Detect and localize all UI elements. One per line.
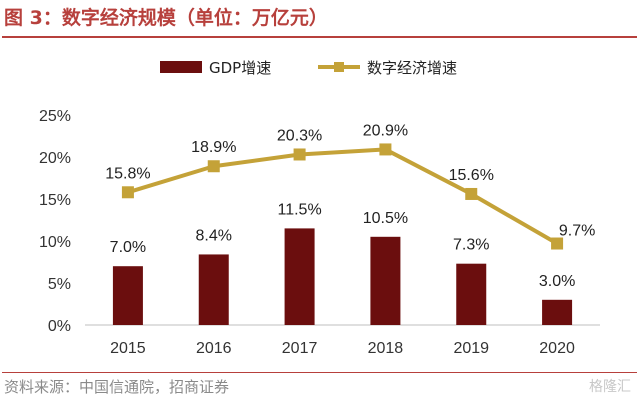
- bar: [370, 236, 401, 325]
- bar-value-label: 7.3%: [453, 237, 489, 254]
- legend: GDP增速 数字经济增速: [160, 59, 457, 77]
- line-series: [127, 147, 559, 246]
- bar-data-labels: 7.0% 8.4% 11.5% 10.5% 7.3% 3.0%: [110, 201, 576, 289]
- y-tick-label: 10%: [39, 234, 71, 251]
- bar-series: [112, 228, 573, 325]
- bar-value-label: 7.0%: [110, 239, 146, 256]
- bar-value-label: 10.5%: [363, 210, 408, 227]
- line-marker: [465, 187, 478, 200]
- line-marker: [551, 237, 564, 250]
- line-marker: [121, 186, 134, 199]
- x-tick-label: 2017: [282, 340, 318, 357]
- line-value-label: 20.9%: [363, 122, 408, 139]
- line-value-label: 9.7%: [559, 223, 595, 240]
- y-tick-label: 5%: [48, 276, 71, 293]
- line-marker: [293, 148, 306, 161]
- legend-line-label: 数字经济增速: [367, 59, 457, 77]
- line-data-labels: 15.8% 18.9% 20.3% 20.9% 15.6% 9.7%: [105, 122, 595, 239]
- line-value-label: 15.6%: [449, 167, 494, 184]
- x-tick-label: 2020: [539, 340, 575, 357]
- bar: [284, 228, 315, 325]
- watermark: 格隆汇: [589, 379, 631, 395]
- x-tick-label: 2019: [453, 340, 489, 357]
- legend-bar-label: GDP增速: [209, 59, 271, 77]
- line-value-label: 18.9%: [191, 139, 236, 156]
- figure-title: 图 3：数字经济规模（单位：万亿元）: [4, 7, 328, 29]
- line-markers: [121, 143, 564, 250]
- line-marker: [379, 143, 392, 156]
- chart: GDP增速 数字经济增速 0%5%10%15%20%25% 2015 2016 20…: [39, 59, 600, 357]
- y-tick-label: 20%: [39, 150, 71, 167]
- x-tick-label: 2018: [368, 340, 404, 357]
- bar-value-label: 3.0%: [539, 273, 575, 290]
- y-tick-label: 15%: [39, 192, 71, 209]
- line-value-label: 20.3%: [277, 127, 322, 144]
- x-tick-label: 2015: [110, 340, 146, 357]
- bar-value-label: 8.4%: [196, 227, 232, 244]
- bar: [198, 254, 229, 325]
- title-divider: [2, 36, 637, 38]
- bar: [542, 299, 573, 325]
- y-tick-label: 25%: [39, 108, 71, 125]
- y-axis: 0% 5% 10% 15% 20% 25%: [39, 108, 71, 335]
- bar: [456, 263, 487, 325]
- source-divider: [2, 372, 637, 373]
- line-marker: [207, 160, 220, 173]
- legend-bar-swatch: [160, 61, 202, 73]
- x-axis: 2015 2016 2017 2018 2019 2020: [110, 340, 575, 357]
- bar: [112, 266, 143, 325]
- bar-value-label: 11.5%: [277, 201, 321, 218]
- legend-line-marker: [334, 62, 344, 72]
- x-tick-label: 2016: [196, 340, 232, 357]
- source-note: 资料来源：中国信通院，招商证券: [4, 378, 230, 396]
- line-value-label: 15.8%: [105, 165, 150, 182]
- y-tick-label: 0%: [48, 318, 71, 335]
